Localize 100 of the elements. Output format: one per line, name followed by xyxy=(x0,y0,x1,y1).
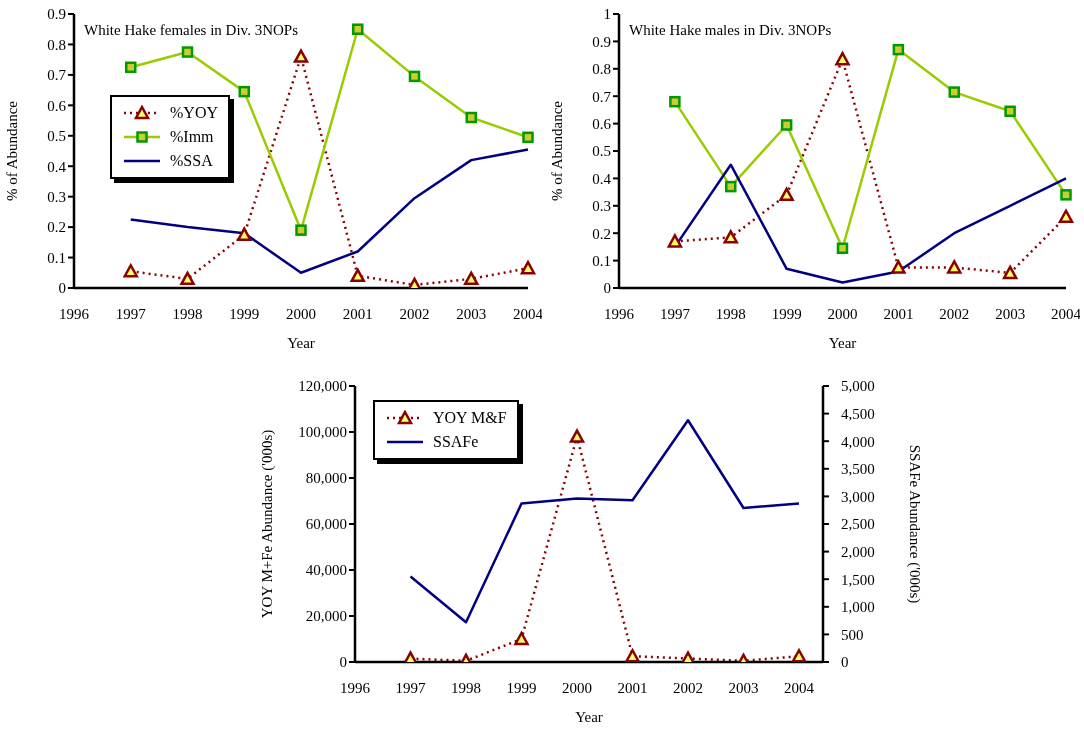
y-axis-title: % of Abundance xyxy=(549,100,566,201)
point xyxy=(791,649,807,662)
x-tick-label: 1998 xyxy=(172,305,203,322)
y-tick-label: 0.7 xyxy=(47,67,67,84)
x-tick-label: 2002 xyxy=(399,305,430,322)
y2-axis-title: SSAFe Abundance ('000s) xyxy=(905,444,923,604)
y-axis-title: YOY M+Fe Abundance ('000s) xyxy=(259,429,277,619)
y-tick-label: 0.9 xyxy=(592,33,611,50)
x-tick-label: 2003 xyxy=(995,305,1026,322)
x-tick-label: 1998 xyxy=(451,679,481,696)
legend-label: YOY M&F xyxy=(433,409,507,427)
point xyxy=(723,230,738,244)
text: White Hake females in Div. 3NOPs xyxy=(84,22,298,39)
x-tick-label: 2001 xyxy=(617,679,648,696)
point xyxy=(123,264,138,278)
point xyxy=(625,649,640,662)
x-axis-title: Year xyxy=(575,709,603,725)
y-tick-label: 0.6 xyxy=(592,115,612,132)
x-tick-label: 2004 xyxy=(784,679,815,696)
point xyxy=(947,260,962,274)
legend-label: %SSA xyxy=(170,152,213,170)
y-tick-label: 80,000 xyxy=(305,470,347,487)
point xyxy=(514,631,529,646)
y-tick-label: 1 xyxy=(603,6,611,23)
y-tick-label: 0.1 xyxy=(47,249,66,266)
x-tick-label: 1997 xyxy=(659,305,691,322)
point xyxy=(520,260,536,275)
y-tick-label: 0.7 xyxy=(592,88,612,105)
x-tick-label: 2003 xyxy=(728,679,759,696)
y2-tick-label: 1,000 xyxy=(841,599,875,616)
point xyxy=(403,651,418,662)
y-tick-label: 0.2 xyxy=(47,219,66,236)
y-tick-label: 60,000 xyxy=(305,516,347,533)
y2-tick-label: 0 xyxy=(841,654,849,671)
x-tick-label: 2001 xyxy=(883,305,914,322)
y-tick-label: 0.4 xyxy=(592,170,612,187)
y-tick-label: 0.5 xyxy=(47,128,66,145)
point xyxy=(835,51,850,66)
x-tick-label: 1997 xyxy=(115,305,147,322)
point xyxy=(667,234,683,248)
legend-label: %YOY xyxy=(170,104,218,122)
x-tick-label: 1996 xyxy=(340,679,371,696)
y2-tick-label: 3,500 xyxy=(841,461,875,478)
x-tick-label: 2003 xyxy=(456,305,487,322)
y2-tick-label: 4,500 xyxy=(841,405,875,422)
x-tick-label: 2000 xyxy=(827,305,858,322)
x-tick-label: 2002 xyxy=(939,305,970,322)
y-tick-label: 0 xyxy=(603,280,611,297)
point xyxy=(464,271,479,286)
x-tick-label: 1997 xyxy=(395,679,426,696)
y2-tick-label: 2,000 xyxy=(841,543,875,560)
point xyxy=(891,260,906,274)
y-tick-label: 0 xyxy=(58,280,66,297)
x-tick-label: 1999 xyxy=(771,305,802,322)
y-tick-label: 0.8 xyxy=(592,61,611,78)
point xyxy=(180,271,195,286)
y2-tick-label: 4,000 xyxy=(841,433,875,450)
x-tick-label: 2002 xyxy=(673,679,703,696)
y-tick-label: 0.5 xyxy=(592,143,611,160)
x-tick-label: 1996 xyxy=(604,305,635,322)
x-tick-label: 1996 xyxy=(59,305,90,322)
point xyxy=(237,227,252,241)
y-tick-label: 0.9 xyxy=(47,6,66,23)
x-tick-label: 1999 xyxy=(506,679,537,696)
point xyxy=(1002,265,1018,280)
legend-label: SSAFe xyxy=(433,433,479,451)
point xyxy=(293,49,309,63)
y2-tick-label: 1,500 xyxy=(841,571,875,588)
y-tick-label: 0.3 xyxy=(592,198,611,215)
line-series xyxy=(129,148,530,275)
y-tick-label: 20,000 xyxy=(305,608,347,625)
y-tick-label: 0 xyxy=(339,654,347,671)
y-tick-label: 0.6 xyxy=(47,97,67,114)
y-tick-label: 0.3 xyxy=(47,188,66,205)
y2-tick-label: 2,500 xyxy=(841,516,875,533)
point xyxy=(779,187,794,202)
y2-tick-label: 3,000 xyxy=(841,488,875,505)
y-tick-label: 40,000 xyxy=(305,562,347,579)
point xyxy=(350,268,365,283)
x-axis-title: Year xyxy=(828,335,857,351)
text: White Hake males in Div. 3NOPs xyxy=(629,22,832,39)
x-tick-label: 2000 xyxy=(286,305,316,322)
x-tick-label: 2004 xyxy=(513,305,544,322)
x-axis-title: Year xyxy=(287,335,315,351)
y-tick-label: 0.8 xyxy=(47,36,66,53)
legend-label: %Imm xyxy=(170,128,214,146)
x-tick-label: 1998 xyxy=(715,305,746,322)
x-tick-label: 2001 xyxy=(342,305,373,322)
y2-tick-label: 500 xyxy=(841,626,864,643)
x-tick-label: 1999 xyxy=(229,305,260,322)
y-tick-label: 120,000 xyxy=(298,378,347,395)
x-tick-label: 2000 xyxy=(562,679,592,696)
point xyxy=(1058,209,1074,224)
y-tick-label: 0.1 xyxy=(592,252,611,269)
y-tick-label: 0.2 xyxy=(592,225,611,242)
point xyxy=(569,429,585,443)
x-tick-label: 2004 xyxy=(1051,305,1082,322)
y-tick-label: 100,000 xyxy=(298,424,347,441)
y-tick-label: 0.4 xyxy=(47,158,67,175)
y-axis-title: % of Abundance xyxy=(4,100,21,201)
